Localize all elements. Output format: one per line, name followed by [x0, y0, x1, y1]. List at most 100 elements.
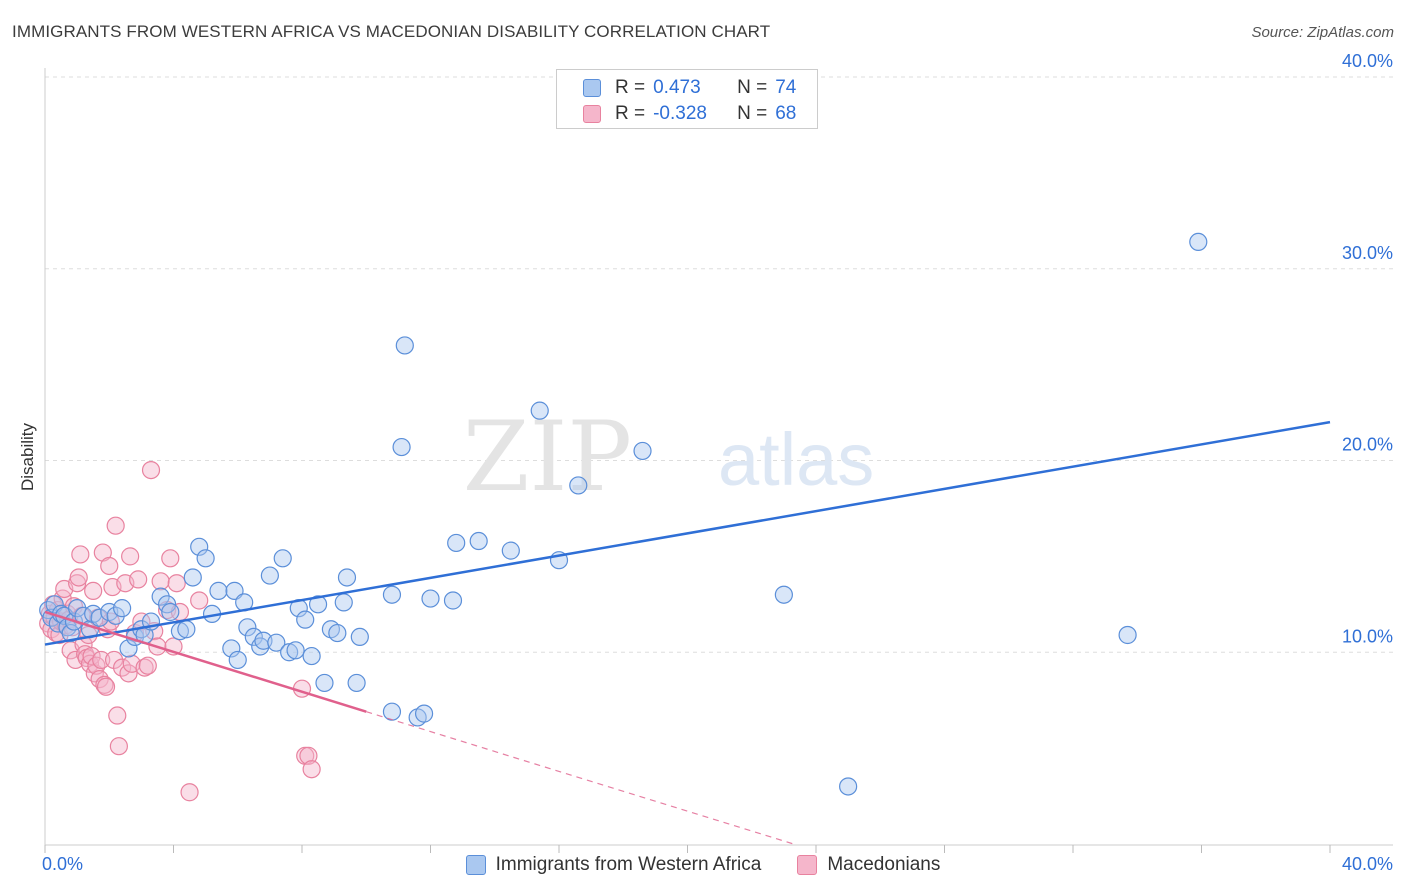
macedonians-point	[106, 516, 125, 535]
western-africa-point	[112, 599, 132, 618]
y-axis-label: Disability	[18, 422, 37, 491]
macedonians-point	[71, 545, 90, 564]
western-africa-point	[161, 602, 180, 622]
western-africa-point	[273, 549, 292, 568]
macedonians-point	[84, 581, 103, 600]
western-africa-point	[392, 437, 411, 457]
legend-n-label: N =	[737, 77, 768, 98]
legend-label: Immigrants from Western Africa	[495, 854, 762, 875]
watermark-zip: ZIP	[463, 401, 632, 513]
macedonians-point	[121, 547, 140, 566]
western-africa-point	[530, 401, 549, 420]
macedonians-point	[96, 677, 116, 696]
western-africa-point	[447, 533, 466, 553]
western-africa-point	[222, 639, 241, 658]
legend-swatch-blue	[465, 855, 486, 875]
western-africa-point	[421, 589, 440, 608]
western-africa-point	[267, 633, 286, 652]
legend-n-label: N =	[737, 103, 768, 124]
legend-r-label: R =	[615, 77, 646, 98]
macedonians-point	[138, 656, 157, 675]
western-africa-point	[238, 618, 257, 637]
macedonians-point	[135, 658, 154, 677]
western-africa-point	[183, 568, 202, 587]
macedonians-point	[82, 646, 101, 666]
macedonians-point	[108, 706, 127, 725]
western-africa-point	[382, 585, 402, 604]
x-tick-label: 0.0%	[42, 854, 83, 874]
legend-swatch-pink	[797, 855, 818, 875]
stats-legend: R = 0.473 N = 74 R = -0.328 N = 68	[556, 69, 818, 129]
legend-n-value: 74	[775, 77, 797, 98]
legend-r-value: 0.473	[653, 77, 701, 98]
y-tick-label: 20.0%	[1342, 435, 1393, 455]
legend-n-value: 68	[775, 103, 797, 124]
legend-row-western-africa: R = 0.473 N = 74	[583, 76, 796, 100]
legend-r-label: R =	[615, 103, 646, 124]
western-africa-point	[286, 641, 305, 660]
western-africa-point	[302, 646, 321, 666]
western-africa-point	[395, 336, 414, 355]
axes	[44, 68, 1393, 853]
macedonians-point	[167, 574, 186, 593]
western-africa-point	[1118, 625, 1137, 645]
western-africa-point	[350, 627, 369, 647]
chart-title: IMMIGRANTS FROM WESTERN AFRICA VS MACEDO…	[12, 22, 771, 41]
western-africa-point	[839, 777, 858, 796]
macedonians-point	[299, 746, 318, 765]
macedonians-points	[39, 460, 321, 802]
western-africa-point	[328, 623, 347, 643]
macedonians-point	[141, 460, 161, 480]
gridlines	[45, 76, 1393, 653]
western-africa-point	[190, 537, 209, 556]
western-africa-point	[633, 441, 652, 461]
macedonians-point	[109, 737, 128, 756]
legend-item-macedonians: Macedonians	[797, 854, 940, 876]
legend-row-macedonians: R = -0.328 N = 68	[583, 102, 796, 126]
western-africa-trend-line	[44, 420, 1331, 646]
macedonians-point	[151, 572, 170, 591]
western-africa-point	[228, 650, 247, 670]
western-africa-point	[296, 610, 315, 629]
y-tick-label: 40.0%	[1342, 51, 1393, 71]
x-tick-label: 40.0%	[1342, 854, 1393, 874]
western-africa-point	[334, 593, 353, 612]
western-africa-point	[337, 568, 357, 587]
western-africa-point	[443, 591, 463, 610]
macedonians-point	[100, 556, 119, 576]
western-africa-point	[501, 541, 520, 560]
legend-label: Macedonians	[827, 854, 941, 875]
macedonians-trend-line	[44, 610, 367, 713]
watermark-atlas: atlas	[718, 418, 874, 501]
macedonians-trend-extension	[366, 711, 794, 845]
y-tick-label: 30.0%	[1342, 243, 1393, 263]
tick-labels: 10.0% 20.0% 30.0% 40.0% 0.0% 40.0%	[42, 51, 1393, 874]
legend-r-value: -0.328	[653, 103, 707, 124]
macedonians-point	[180, 783, 199, 802]
western-africa-point	[469, 531, 488, 551]
western-africa-point	[196, 549, 215, 568]
macedonians-point	[302, 760, 321, 779]
western-africa-point	[90, 608, 109, 627]
legend-swatch-blue	[583, 79, 601, 97]
western-africa-point	[61, 623, 80, 643]
western-africa-point	[1189, 232, 1208, 252]
trend-lines	[44, 420, 1331, 845]
macedonians-point	[80, 654, 100, 673]
macedonians-point	[92, 650, 111, 670]
western-africa-points	[39, 232, 1208, 796]
macedonians-point	[129, 570, 148, 589]
western-africa-point	[774, 585, 793, 604]
western-africa-point	[177, 620, 196, 639]
macedonians-point	[69, 568, 88, 587]
watermark: ZIP atlas	[463, 401, 875, 513]
western-africa-point	[119, 639, 138, 658]
macedonians-point	[161, 549, 180, 568]
macedonians-point	[190, 591, 209, 610]
western-africa-point	[414, 704, 434, 723]
western-africa-point	[260, 566, 279, 585]
y-tick-label: 10.0%	[1342, 626, 1393, 646]
legend-swatch-pink	[583, 105, 601, 123]
western-africa-point	[209, 581, 228, 600]
western-africa-point	[315, 673, 334, 693]
